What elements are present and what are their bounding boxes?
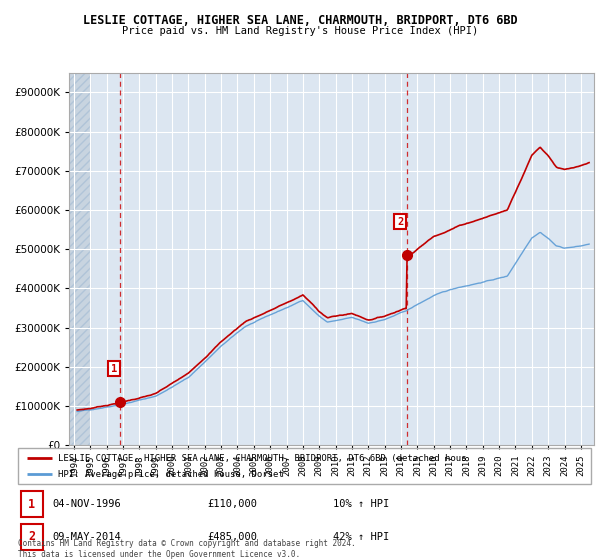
Text: £110,000: £110,000 <box>207 499 257 509</box>
Text: Price paid vs. HM Land Registry's House Price Index (HPI): Price paid vs. HM Land Registry's House … <box>122 26 478 36</box>
Text: £485,000: £485,000 <box>207 532 257 542</box>
Bar <box>69 73 90 445</box>
Text: HPI: Average price, detached house, Dorset: HPI: Average price, detached house, Dors… <box>58 470 284 479</box>
Text: 42% ↑ HPI: 42% ↑ HPI <box>333 532 389 542</box>
Text: 1: 1 <box>110 364 117 374</box>
Text: LESLIE COTTAGE, HIGHER SEA LANE, CHARMOUTH, BRIDPORT, DT6 6BD (detached hous: LESLIE COTTAGE, HIGHER SEA LANE, CHARMOU… <box>58 454 467 463</box>
Text: 2: 2 <box>397 217 403 227</box>
Bar <box>21 491 43 517</box>
Bar <box>21 524 43 550</box>
Text: 2: 2 <box>28 530 35 543</box>
Text: Contains HM Land Registry data © Crown copyright and database right 2024.
This d: Contains HM Land Registry data © Crown c… <box>18 539 356 559</box>
Text: LESLIE COTTAGE, HIGHER SEA LANE, CHARMOUTH, BRIDPORT, DT6 6BD: LESLIE COTTAGE, HIGHER SEA LANE, CHARMOU… <box>83 14 517 27</box>
Bar <box>69 73 90 445</box>
Text: 10% ↑ HPI: 10% ↑ HPI <box>333 499 389 509</box>
Text: 1: 1 <box>28 497 35 511</box>
Text: 09-MAY-2014: 09-MAY-2014 <box>52 532 121 542</box>
Text: 04-NOV-1996: 04-NOV-1996 <box>52 499 121 509</box>
